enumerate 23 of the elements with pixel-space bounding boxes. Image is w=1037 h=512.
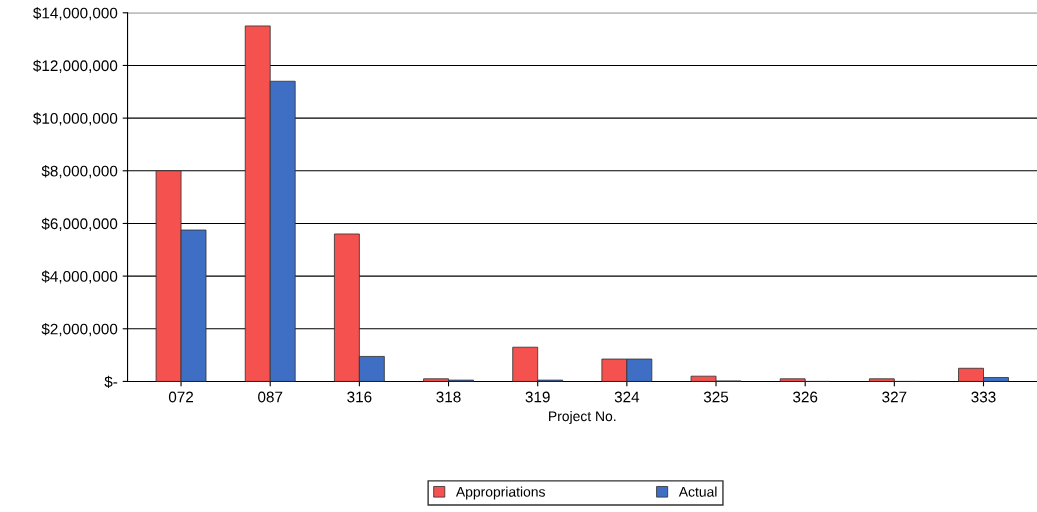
x-tick-label: 326	[793, 391, 818, 403]
x-tick-label: 325	[703, 391, 729, 403]
legend-label: Appropriations	[455, 486, 545, 500]
x-tick-label: 324	[614, 391, 640, 403]
y-tick-label: $12,000,000	[33, 59, 118, 73]
x-axis-title: Project No.	[549, 410, 616, 424]
x-tick-label: 318	[436, 391, 461, 403]
x-tick-label: 333	[971, 391, 996, 403]
y-tick-label: $8,000,000	[41, 165, 118, 179]
x-tick-label: 087	[258, 391, 283, 403]
y-tick-label: $4,000,000	[41, 270, 118, 284]
y-tick-label: $14,000,000	[33, 7, 118, 21]
y-tick-label: $10,000,000	[33, 112, 118, 126]
bar	[779, 378, 806, 382]
y-tick-label: $-	[104, 375, 118, 389]
x-tick-label: 316	[347, 391, 372, 403]
x-tick-label: 327	[882, 391, 907, 403]
x-tick-label: 319	[525, 391, 550, 403]
y-tick-label: $2,000,000	[41, 323, 118, 337]
bar	[868, 378, 895, 382]
y-tick-label: $6,000,000	[41, 217, 118, 231]
legend-label: Actual	[678, 486, 717, 497]
x-tick-label: 072	[168, 391, 194, 403]
